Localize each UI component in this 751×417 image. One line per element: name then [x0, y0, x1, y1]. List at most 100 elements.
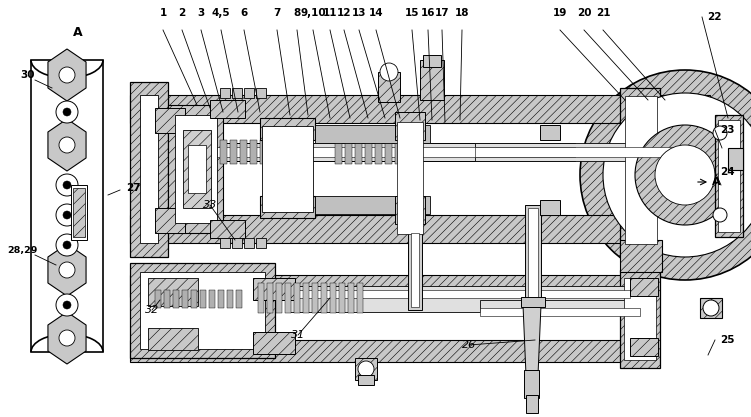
Bar	[148, 278, 198, 306]
Bar	[140, 272, 265, 349]
Bar	[276, 283, 282, 313]
Text: 13: 13	[351, 8, 366, 18]
Text: 22: 22	[707, 12, 722, 22]
Bar	[256, 88, 266, 98]
Circle shape	[59, 262, 75, 278]
Bar	[405, 140, 412, 164]
Bar	[148, 328, 198, 350]
Bar	[130, 263, 275, 358]
Text: 19: 19	[553, 8, 567, 18]
Bar	[395, 112, 425, 140]
Bar	[630, 338, 658, 356]
Bar	[209, 290, 215, 308]
Circle shape	[59, 330, 75, 346]
Circle shape	[59, 67, 75, 83]
Circle shape	[56, 204, 78, 226]
Bar	[528, 208, 538, 298]
Bar	[285, 283, 291, 313]
Bar	[188, 145, 206, 193]
Circle shape	[56, 174, 78, 196]
Bar	[718, 120, 740, 232]
Bar	[253, 278, 295, 300]
Bar	[260, 140, 267, 164]
Bar	[480, 300, 640, 311]
Bar	[630, 278, 658, 296]
Bar	[260, 118, 315, 140]
Circle shape	[713, 126, 727, 140]
Text: 23: 23	[720, 125, 734, 135]
Bar	[130, 297, 630, 340]
Bar	[210, 220, 245, 238]
Bar	[290, 286, 630, 302]
Bar	[355, 140, 362, 164]
Bar	[175, 115, 217, 223]
Bar	[315, 125, 430, 143]
Text: 12: 12	[336, 8, 351, 18]
Bar	[191, 290, 197, 308]
Bar	[256, 238, 266, 248]
Text: 7: 7	[273, 8, 281, 18]
Bar	[173, 290, 179, 308]
Circle shape	[63, 301, 71, 309]
Bar	[375, 140, 382, 164]
Circle shape	[56, 294, 78, 316]
Circle shape	[63, 211, 71, 219]
Text: 6: 6	[240, 8, 248, 18]
Text: 4,5: 4,5	[212, 8, 231, 18]
Bar	[130, 95, 630, 123]
Bar	[526, 395, 538, 413]
Bar	[183, 130, 211, 208]
Bar	[270, 140, 277, 164]
Circle shape	[635, 125, 735, 225]
Bar	[423, 55, 441, 67]
Circle shape	[713, 208, 727, 222]
Circle shape	[56, 234, 78, 256]
Bar	[218, 290, 224, 308]
Bar	[210, 140, 217, 164]
Bar	[168, 105, 223, 233]
Text: 18: 18	[455, 8, 469, 18]
Bar	[290, 296, 630, 312]
Circle shape	[580, 70, 751, 280]
Bar	[190, 140, 197, 164]
Bar	[200, 140, 207, 164]
Bar	[244, 238, 254, 248]
Bar	[267, 283, 273, 313]
Bar	[365, 140, 372, 164]
Circle shape	[703, 300, 719, 316]
Bar	[140, 95, 158, 243]
Bar	[475, 147, 695, 157]
Text: 33: 33	[203, 200, 217, 210]
Bar	[620, 88, 660, 253]
Text: 11: 11	[323, 8, 337, 18]
Bar	[540, 125, 560, 140]
Bar	[524, 370, 539, 398]
Bar	[130, 82, 168, 257]
Bar	[630, 95, 710, 123]
Bar	[185, 147, 575, 157]
Bar	[624, 278, 656, 360]
Text: 14: 14	[369, 8, 383, 18]
Circle shape	[380, 63, 398, 81]
Bar	[294, 283, 300, 313]
Bar	[210, 100, 245, 118]
Bar	[408, 230, 422, 310]
Text: 3: 3	[198, 8, 204, 18]
Bar	[260, 196, 315, 218]
Bar	[240, 140, 247, 164]
Bar	[385, 140, 392, 164]
Bar	[540, 200, 560, 215]
Bar	[620, 270, 660, 368]
Bar	[395, 196, 425, 224]
Bar	[290, 290, 630, 298]
Bar	[303, 283, 309, 313]
Bar	[728, 148, 743, 170]
Bar	[130, 340, 630, 362]
Bar	[339, 283, 345, 313]
Bar	[200, 290, 206, 308]
Bar	[475, 143, 695, 161]
Bar	[253, 332, 295, 354]
Bar	[73, 188, 85, 237]
Text: 2: 2	[179, 8, 185, 18]
Circle shape	[358, 361, 374, 377]
